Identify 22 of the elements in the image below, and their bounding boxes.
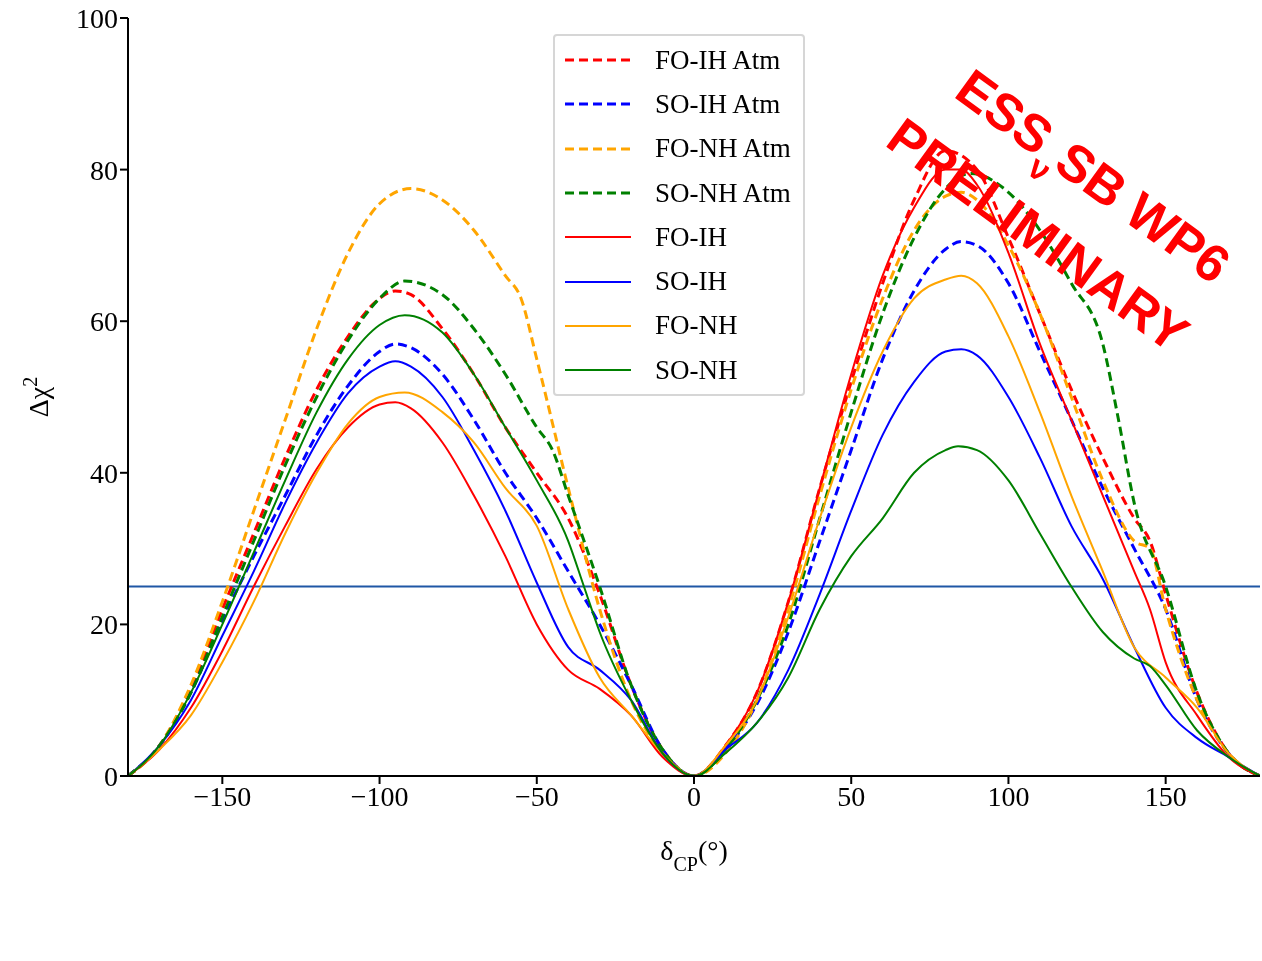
x-tick-label: 50 <box>837 780 866 812</box>
legend-label: FO-NH Atm <box>655 133 791 165</box>
x-tick-label: 100 <box>987 780 1030 812</box>
legend-label: SO-IH <box>655 266 727 298</box>
legend-label: SO-NH <box>655 354 738 386</box>
x-tick-label: −50 <box>514 780 559 812</box>
y-tick-label: 20 <box>90 609 118 641</box>
x-tick-label: −150 <box>193 780 252 812</box>
x-tick-label: 0 <box>687 780 701 812</box>
x-tick-label: 150 <box>1144 780 1187 812</box>
y-tick-label: 80 <box>90 154 118 186</box>
legend-label: FO-IH Atm <box>655 44 781 76</box>
legend-label: FO-NH <box>655 310 738 342</box>
x-tick-label: −100 <box>350 780 409 812</box>
x-axis-title: δ$_{CP}$(°) <box>660 835 728 875</box>
legend-label: FO-IH <box>655 221 727 253</box>
legend-label: SO-NH Atm <box>655 177 791 209</box>
y-tick-label: 40 <box>90 457 118 489</box>
y-tick-label: 100 <box>76 2 118 34</box>
y-tick-label: 60 <box>90 306 118 338</box>
y-tick-label: 0 <box>104 760 118 792</box>
legend-label: SO-IH Atm <box>655 88 781 120</box>
